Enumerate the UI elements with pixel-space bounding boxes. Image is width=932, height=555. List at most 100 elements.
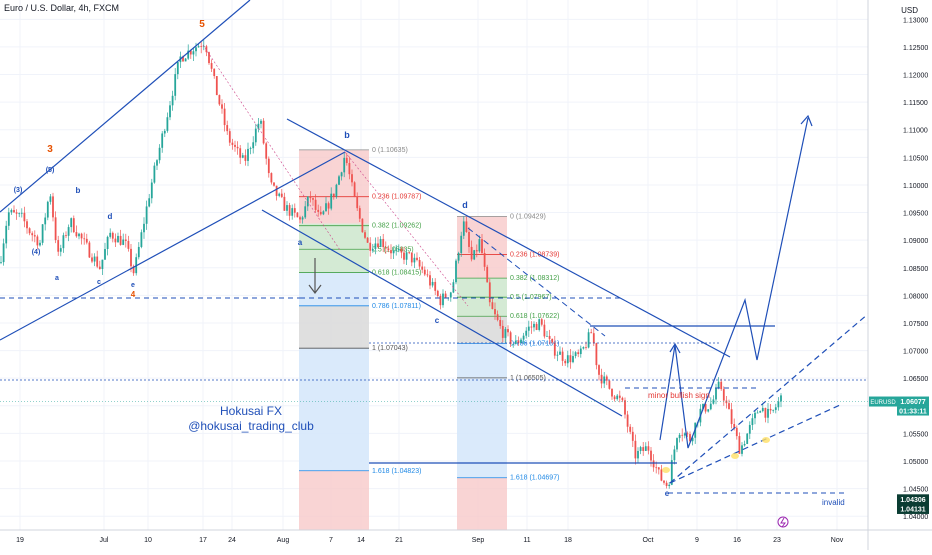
candle-body <box>143 223 145 233</box>
fib2-level-label: 1.618 (1.04697) <box>510 475 559 482</box>
candle-body <box>624 400 626 415</box>
candle-body <box>309 196 312 199</box>
candle-body <box>31 233 34 236</box>
candle-body <box>431 281 434 286</box>
candle-body <box>83 238 86 240</box>
wave-label: c <box>435 316 440 325</box>
candle-body <box>231 142 234 145</box>
candle-body <box>226 125 229 132</box>
candle-body <box>611 388 613 397</box>
candle-body <box>535 323 538 330</box>
candle-body <box>566 355 569 364</box>
candle-body <box>715 388 717 400</box>
candle-body <box>197 46 200 48</box>
candle-body <box>509 332 512 345</box>
wave-label: d <box>108 212 113 221</box>
y-tick-label: 1.06500 <box>903 376 928 383</box>
candle-body <box>327 203 330 209</box>
marker-dot <box>662 467 670 473</box>
candle-body <box>574 352 577 357</box>
candle-body <box>741 445 743 454</box>
candle-body <box>267 158 270 174</box>
candle-body <box>195 47 197 52</box>
x-tick-label: 24 <box>228 537 236 544</box>
candle-body <box>501 325 504 338</box>
wave-label: b <box>344 130 350 140</box>
wave-label: e <box>131 282 135 289</box>
candle-body <box>496 314 499 320</box>
candle-body <box>174 74 177 96</box>
symbol-tag-label: EURUSD <box>870 400 896 406</box>
arrow-head <box>669 342 681 354</box>
candle-body <box>2 243 5 263</box>
candle-body <box>546 335 548 337</box>
candle-body <box>722 389 725 401</box>
y-tick-label: 1.05000 <box>903 459 928 466</box>
candle-body <box>28 228 31 234</box>
candle-body <box>314 199 317 210</box>
candle-body <box>462 221 465 236</box>
fib2-zone-blue-2 <box>457 378 507 478</box>
candle-body <box>413 257 416 263</box>
candle-body <box>390 250 392 254</box>
candle-body <box>517 340 520 344</box>
candle-body <box>187 50 190 59</box>
candle-body <box>455 260 457 283</box>
candle-body <box>156 160 158 166</box>
marker-dot <box>731 453 739 459</box>
candle-body <box>176 62 179 75</box>
fib2-level-label: 1 (1.06505) <box>510 375 546 382</box>
y-tick-label: 1.12500 <box>903 45 928 52</box>
candle-body <box>465 221 468 233</box>
candle-body <box>106 236 109 249</box>
x-tick-label: 9 <box>695 537 699 544</box>
candle-body <box>182 56 184 62</box>
countdown-tag: 01:33:11 <box>899 409 927 416</box>
candle-body <box>642 447 645 451</box>
dashed-grey-line <box>202 44 341 251</box>
x-tick-label: Nov <box>831 537 844 544</box>
candle-body <box>631 431 634 441</box>
y-tick-label: 1.13000 <box>903 17 928 24</box>
candle-body <box>301 217 304 220</box>
candle-body <box>382 238 385 248</box>
candle-body <box>725 400 728 404</box>
candle-body <box>171 95 174 106</box>
candle-body <box>494 309 496 315</box>
candle-body <box>348 163 351 175</box>
fib-level-label: 0.786 (1.07811) <box>372 303 421 310</box>
fib2-level-label: 0.5 (1.07967) <box>510 294 552 301</box>
candle-body <box>751 418 754 426</box>
candle-body <box>254 128 257 143</box>
fib-zone-grey <box>299 305 369 349</box>
candle-body <box>579 348 582 355</box>
candle-body <box>36 236 39 246</box>
candle-body <box>442 293 444 306</box>
candle-body <box>520 339 522 344</box>
annotation-invalid: invalid <box>822 498 845 507</box>
candle-body <box>0 262 2 263</box>
candle-body <box>205 46 208 53</box>
candle-body <box>754 412 756 419</box>
candle-body <box>418 260 421 267</box>
candle-body <box>140 232 143 247</box>
candle-body <box>130 248 132 267</box>
wave-label: e <box>665 489 670 498</box>
candle-body <box>397 248 400 251</box>
candle-body <box>75 232 78 237</box>
current-price-tag: 1.06077 <box>900 399 925 406</box>
x-tick-label: 19 <box>16 537 24 544</box>
candle-body <box>730 409 733 425</box>
fib-level-label: 0.618 (1.08415) <box>372 269 421 276</box>
candle-body <box>114 238 117 243</box>
candle-body <box>764 407 767 418</box>
channel-upper-line <box>286 118 731 358</box>
candle-body <box>655 467 658 469</box>
fib2-zone-red-bottom <box>457 477 507 530</box>
candle-body <box>65 235 67 237</box>
x-tick-label: 10 <box>144 537 152 544</box>
wave-label: b <box>76 186 81 195</box>
candle-body <box>665 482 668 486</box>
candle-body <box>127 240 130 249</box>
